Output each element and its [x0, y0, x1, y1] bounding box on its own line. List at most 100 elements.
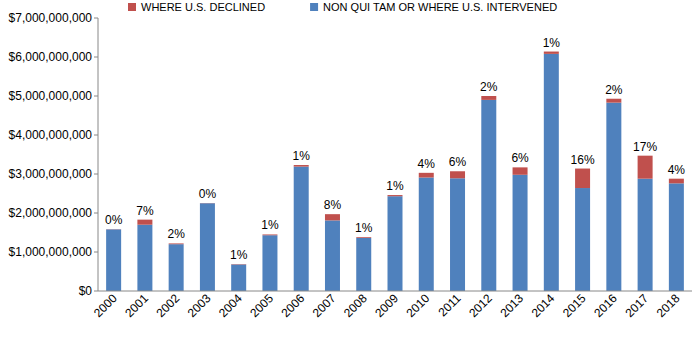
bar-segment: [606, 103, 621, 291]
x-tick-label: 2001: [122, 291, 151, 320]
annotation: 1%: [230, 248, 248, 262]
bar-segment: [481, 100, 496, 291]
x-tick-label: 2017: [622, 291, 651, 320]
legend-swatch: [128, 3, 136, 11]
annotation: 16%: [571, 153, 595, 167]
annotation: 4%: [418, 157, 436, 171]
bars: [106, 52, 684, 291]
annotation: 2%: [167, 227, 185, 241]
x-tick-label: 2014: [529, 291, 558, 320]
x-tick-label: 2012: [466, 291, 495, 320]
y-tick-label: $6,000,000,000: [9, 50, 93, 64]
legend-swatch: [310, 3, 318, 11]
x-tick-label: 2005: [247, 291, 276, 320]
x-tick-label: 2007: [310, 291, 339, 320]
x-tick-label: 2015: [560, 291, 589, 320]
bar-segment: [169, 243, 184, 245]
x-tick-label: 2008: [341, 291, 370, 320]
bar-segment: [231, 264, 246, 291]
bar-segment: [544, 52, 559, 54]
y-tick: [94, 291, 98, 292]
bar-segment: [419, 178, 434, 291]
x-tick-label: 2018: [654, 291, 683, 320]
y-tick: [94, 57, 98, 58]
legend-label: NON QUI TAM OR WHERE U.S. INTERVENED: [323, 1, 557, 13]
bar-segment: [388, 196, 403, 291]
bar-segment: [606, 99, 621, 103]
y-tick: [94, 135, 98, 136]
x-tick-label: 2009: [372, 291, 401, 320]
legend-label: WHERE U.S. DECLINED: [141, 1, 265, 13]
bar-segment: [450, 171, 465, 178]
bar-segment: [200, 203, 215, 291]
x-tick-label: 2002: [153, 291, 182, 320]
bar-segment: [294, 165, 309, 167]
y-tick: [94, 96, 98, 97]
bar-segment: [325, 220, 340, 291]
annotation: 0%: [199, 187, 217, 201]
y-tick-label: $3,000,000,000: [9, 167, 93, 181]
annotation: 1%: [355, 221, 373, 235]
chart: $0 $1,000,000,000 $2,000,000,000 $3,000,000…: [0, 0, 696, 337]
x-tick-label: 2004: [216, 291, 245, 320]
annotation: 1%: [293, 149, 311, 163]
bar-segment: [575, 188, 590, 291]
y-tick-label: $2,000,000,000: [9, 206, 93, 220]
annotation: 6%: [449, 155, 467, 169]
bar-segment: [262, 234, 277, 236]
x-tick-label: 2003: [185, 291, 214, 320]
y-tick: [94, 213, 98, 214]
x-tick-label: 2006: [279, 291, 308, 320]
y-tick-label: $0: [79, 284, 93, 298]
annotation: 0%: [105, 213, 123, 227]
x-tick-label: 2011: [435, 291, 463, 319]
x-tick-label: 2000: [91, 291, 120, 320]
bar-segment: [137, 220, 152, 225]
annotation: 8%: [324, 198, 342, 212]
bar-segment: [419, 173, 434, 178]
bar-segment: [481, 96, 496, 100]
x-axis: [98, 291, 692, 292]
y-tick-label: $7,000,000,000: [9, 11, 93, 25]
bar-segment: [294, 167, 309, 291]
y-tick: [94, 174, 98, 175]
bar-segment: [106, 229, 121, 230]
y-tick: [94, 252, 98, 253]
bar-segment: [325, 214, 340, 220]
bar-segment: [137, 225, 152, 291]
bar-segment: [106, 229, 121, 291]
x-tick-label: 2013: [497, 291, 526, 320]
annotation: 6%: [511, 151, 529, 165]
y-tick-label: $5,000,000,000: [9, 89, 93, 103]
bar-segment: [638, 179, 653, 291]
bar-segment: [513, 175, 528, 291]
y-tick: [94, 18, 98, 19]
annotation: 1%: [261, 218, 279, 232]
x-tick-label: 2010: [404, 291, 433, 320]
annotation: 2%: [605, 83, 623, 97]
bar-segment: [169, 244, 184, 291]
bar-segment: [638, 156, 653, 179]
annotation: 2%: [480, 80, 498, 94]
y-tick-label: $4,000,000,000: [9, 128, 93, 142]
annotation: 1%: [386, 179, 404, 193]
bar-segment: [356, 237, 371, 239]
bar-segment: [575, 169, 590, 189]
annotation: 7%: [136, 204, 154, 218]
annotation: 17%: [633, 140, 657, 154]
annotation: 1%: [543, 36, 561, 50]
bar-segment: [200, 203, 215, 204]
bar-segment: [450, 178, 465, 291]
bar-segment: [356, 238, 371, 291]
bar-segment: [262, 235, 277, 291]
y-tick-label: $1,000,000,000: [9, 245, 93, 259]
bar-segment: [669, 179, 684, 184]
bar-segment: [231, 264, 246, 265]
annotation: 4%: [668, 163, 686, 177]
bar-segment: [513, 167, 528, 174]
bar-segment: [544, 54, 559, 291]
y-axis: [98, 18, 99, 291]
bar-segment: [669, 183, 684, 291]
x-tick-label: 2016: [591, 291, 620, 320]
bar-segment: [388, 195, 403, 196]
